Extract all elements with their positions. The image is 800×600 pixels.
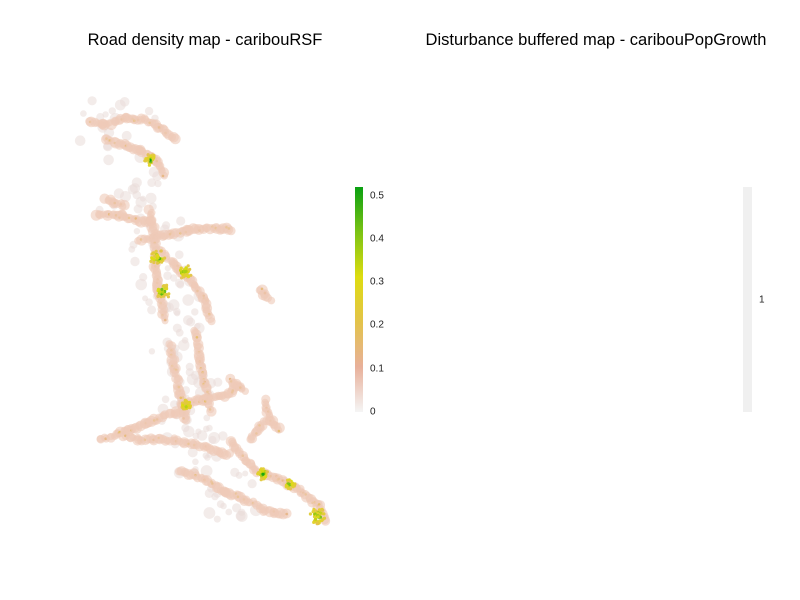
legend-tick-label: 0.1 (370, 363, 384, 375)
road-density-map (74, 96, 331, 526)
road-density-legend: 0 0.1 0.2 0.3 0.4 0.5 (355, 187, 400, 418)
legend-tick-label: 1 (759, 294, 765, 305)
road-density-panel: Road density map - caribouRSF 0 0.1 0.2 0.3… (74, 31, 400, 526)
disturbance-map (400, 0, 800, 600)
disturbance-title: Disturbance buffered map - caribouPopGro… (425, 31, 767, 49)
disturbance-panel: Disturbance buffered map - caribouPopGro… (400, 0, 800, 600)
road-density-colorbar (355, 187, 363, 412)
legend-tick-label: 0.4 (370, 233, 384, 245)
disturbance-colorbar (743, 187, 752, 412)
legend-tick-label: 0.3 (370, 276, 384, 288)
road-density-title: Road density map - caribouRSF (87, 31, 323, 49)
legend-tick-label: 0.5 (370, 190, 384, 202)
legend-tick-label: 0.2 (370, 319, 384, 331)
legend-tick-label: 0 (370, 406, 376, 418)
disturbance-legend: 1 (743, 187, 788, 412)
